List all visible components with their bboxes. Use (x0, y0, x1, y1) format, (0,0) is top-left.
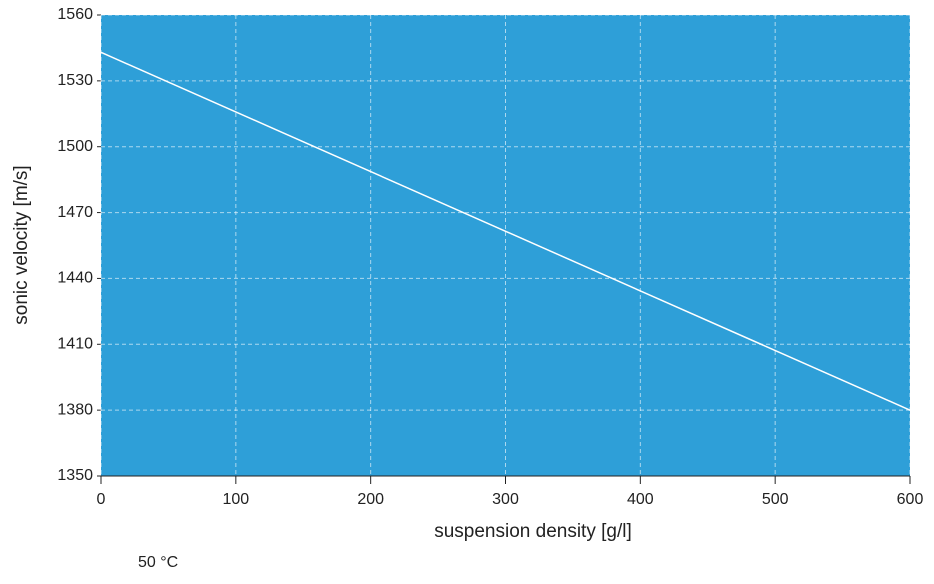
y-tick-label: 1500 (57, 138, 93, 155)
y-tick-label: 1410 (57, 336, 93, 353)
x-tick-label: 200 (357, 491, 384, 508)
y-tick-label: 1350 (57, 467, 93, 484)
y-tick-label: 1560 (57, 6, 93, 23)
y-tick-label: 1380 (57, 401, 93, 418)
y-tick-label: 1440 (57, 270, 93, 287)
x-tick-label: 600 (897, 491, 924, 508)
data-line (100, 51, 911, 411)
x-tick-label: 500 (762, 491, 789, 508)
x-tick-label: 100 (222, 491, 249, 508)
x-tick-label: 400 (627, 491, 654, 508)
y-axis-label: sonic velocity [m/s] (11, 165, 32, 324)
y-tick-label: 1530 (57, 72, 93, 89)
y-tick-label: 1470 (57, 204, 93, 221)
annotation: 50 °C (138, 554, 178, 571)
x-axis-label: suspension density [g/l] (434, 521, 632, 542)
plot-area (101, 15, 910, 476)
x-tick-label: 0 (97, 491, 106, 508)
x-tick-label: 300 (492, 491, 519, 508)
